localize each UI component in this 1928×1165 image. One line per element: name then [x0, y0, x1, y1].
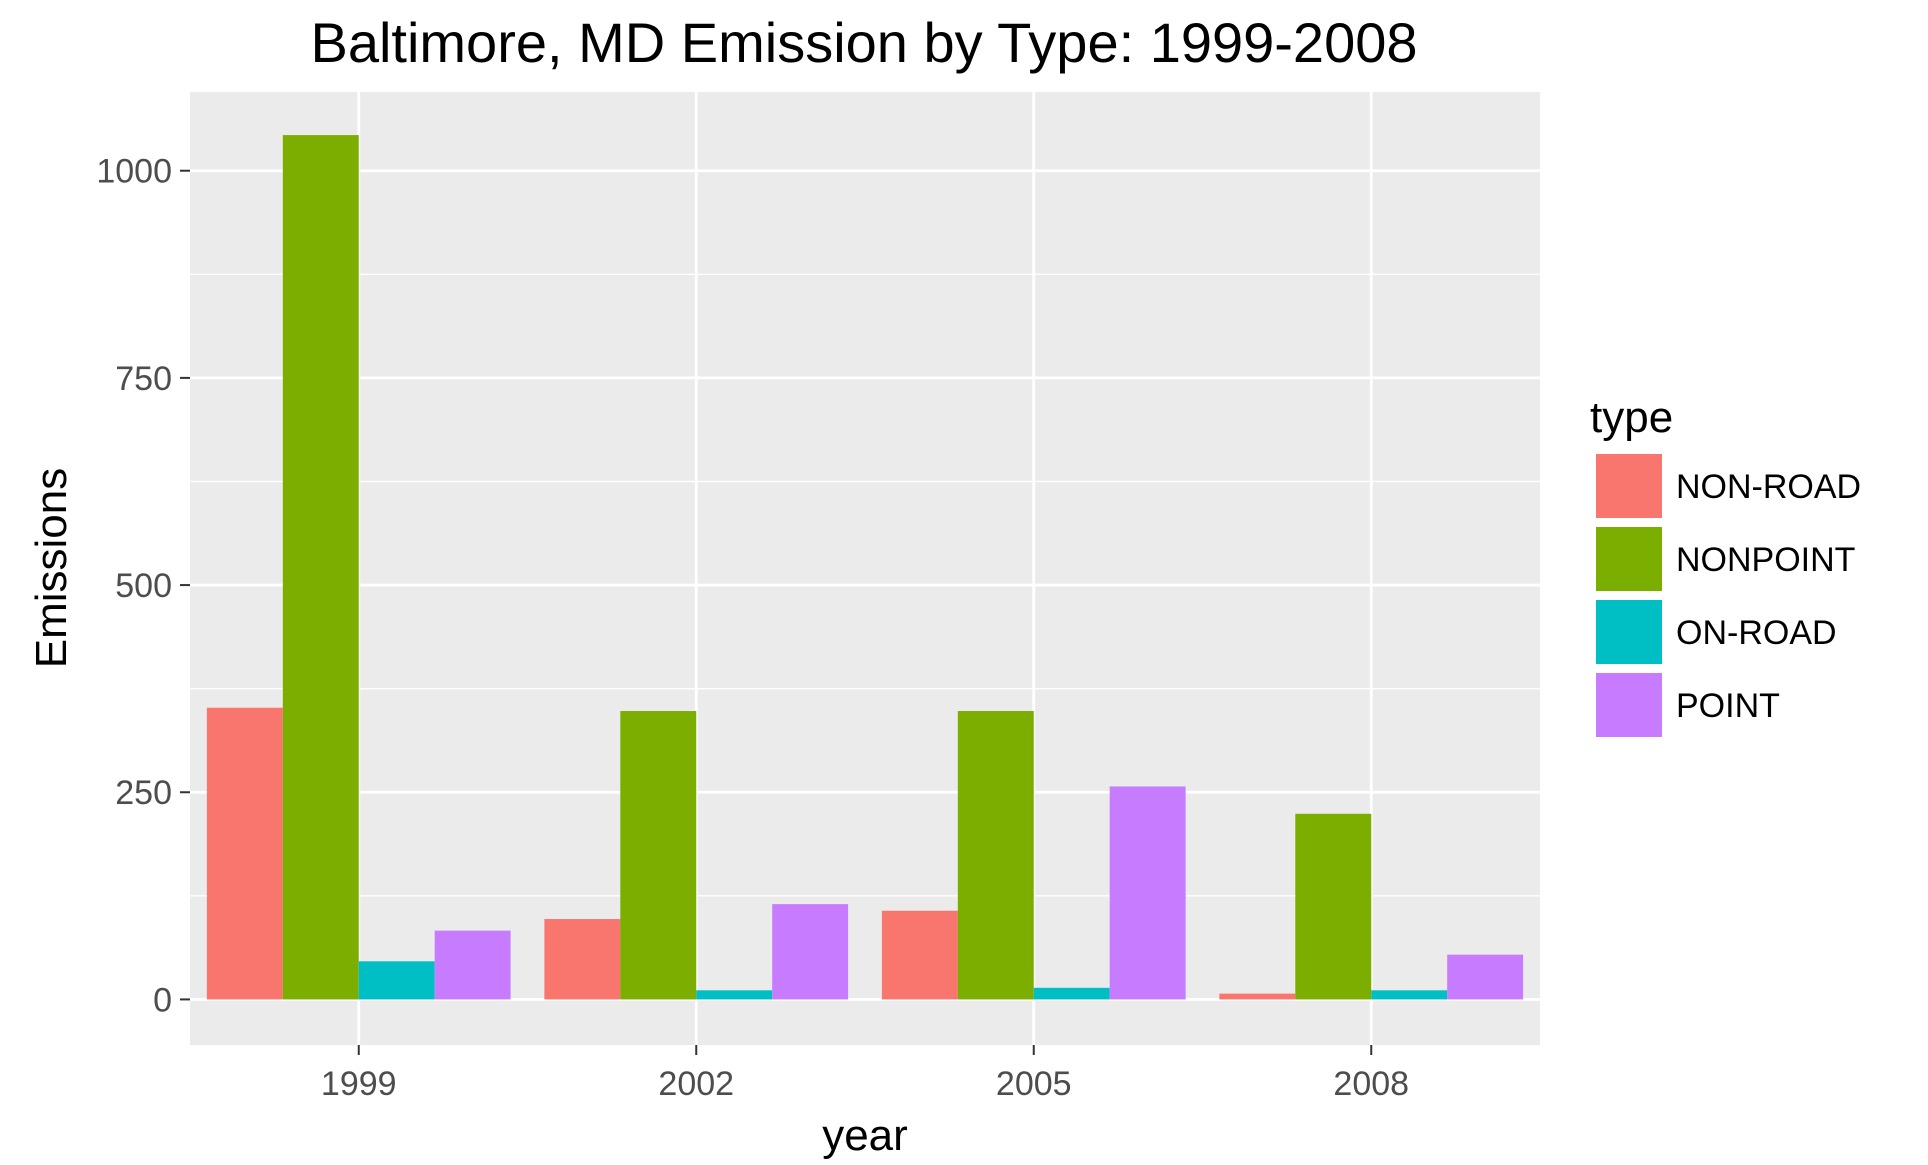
y-axis-title: Emissions [27, 468, 76, 669]
y-axis: 0 250 500 750 1000 [96, 153, 190, 1019]
bar-nonpoint-2008 [1295, 813, 1372, 1000]
legend-key-on-road [1596, 600, 1662, 664]
legend-label-nonpoint: NONPOINT [1676, 541, 1855, 579]
bar-nonpoint-1999 [282, 135, 359, 1000]
x-tick-label: 2008 [1333, 1065, 1409, 1103]
chart-title: Baltimore, MD Emission by Type: 1999-200… [310, 11, 1417, 74]
legend: type NON-ROAD NONPOINT ON-ROAD POINT [1590, 393, 1861, 737]
legend-key-point [1596, 673, 1662, 737]
bar-nonpoint-2005 [957, 711, 1034, 1000]
y-tick-label: 1000 [96, 153, 172, 191]
bar-point-2005 [1109, 786, 1186, 1000]
x-axis: 1999 2002 2005 2008 [321, 1045, 1409, 1103]
x-tick-label: 1999 [321, 1065, 397, 1103]
legend-key-nonpoint [1596, 527, 1662, 591]
y-tick-label: 0 [153, 981, 172, 1019]
x-tick-label: 2005 [996, 1065, 1072, 1103]
legend-label-on-road: ON-ROAD [1676, 614, 1837, 652]
bar-non-road-2005 [881, 910, 958, 1000]
legend-title: type [1590, 393, 1673, 442]
y-tick-label: 750 [115, 360, 172, 398]
bar-on-road-2008 [1371, 990, 1448, 1000]
x-tick-label: 2002 [658, 1065, 734, 1103]
bar-point-2008 [1447, 954, 1524, 1000]
bar-on-road-2005 [1033, 987, 1110, 1000]
bar-point-1999 [434, 930, 511, 1000]
bar-nonpoint-2002 [620, 711, 697, 1000]
y-tick-label: 250 [115, 774, 172, 812]
legend-items: NON-ROAD NONPOINT ON-ROAD POINT [1596, 454, 1861, 737]
bar-non-road-1999 [206, 707, 283, 1000]
bar-non-road-2002 [544, 919, 621, 1000]
x-axis-title: year [822, 1111, 908, 1160]
legend-label-point: POINT [1676, 687, 1780, 725]
bars-layer [206, 135, 1524, 1000]
legend-label-non-road: NON-ROAD [1676, 468, 1861, 506]
bar-on-road-1999 [358, 961, 435, 1000]
legend-key-non-road [1596, 454, 1662, 518]
bar-non-road-2008 [1219, 993, 1296, 1000]
bar-point-2002 [772, 904, 849, 1000]
bar-on-road-2002 [696, 990, 773, 1000]
y-tick-label: 500 [115, 567, 172, 605]
